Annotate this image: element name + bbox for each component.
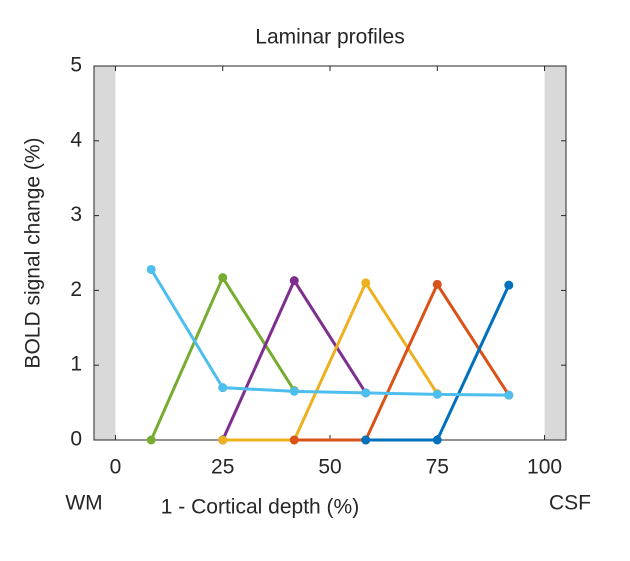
y-tick-label: 2 — [70, 278, 82, 301]
axes-box — [93, 65, 567, 441]
y-tick-label: 1 — [70, 353, 82, 376]
x-tick-label: 50 — [318, 456, 341, 479]
point — [361, 435, 371, 445]
y-tick-label: 0 — [70, 428, 82, 451]
point — [146, 264, 156, 274]
x-tick-label: 100 — [527, 456, 562, 479]
point — [289, 276, 299, 286]
point — [361, 388, 371, 398]
point — [504, 280, 514, 290]
x-tick-label: 0 — [110, 456, 122, 479]
y-axis-label: BOLD signal change (%) — [22, 137, 45, 368]
shaded-region — [544, 66, 566, 440]
point — [289, 435, 299, 445]
point — [432, 389, 442, 399]
series-line — [222, 279, 439, 442]
point — [361, 278, 371, 288]
series-line — [221, 277, 368, 441]
point — [146, 435, 156, 445]
region-label: WM — [65, 492, 102, 515]
point — [432, 435, 442, 445]
point — [218, 273, 228, 283]
point — [432, 279, 442, 289]
point — [504, 390, 514, 400]
chart-title: Laminar profiles — [255, 26, 404, 49]
series-line — [294, 281, 511, 442]
point — [289, 386, 299, 396]
region-label: CSF — [549, 492, 591, 515]
point — [218, 435, 228, 445]
y-tick-label: 4 — [70, 128, 82, 151]
x-tick-label: 25 — [211, 456, 234, 479]
x-axis-label: 1 - Cortical depth (%) — [161, 496, 359, 519]
point — [218, 383, 228, 393]
shaded-region — [94, 66, 116, 440]
y-tick-label: 3 — [70, 203, 82, 226]
series-line — [149, 268, 509, 397]
y-tick-label: 5 — [70, 54, 82, 77]
x-tick-label: 75 — [426, 456, 449, 479]
